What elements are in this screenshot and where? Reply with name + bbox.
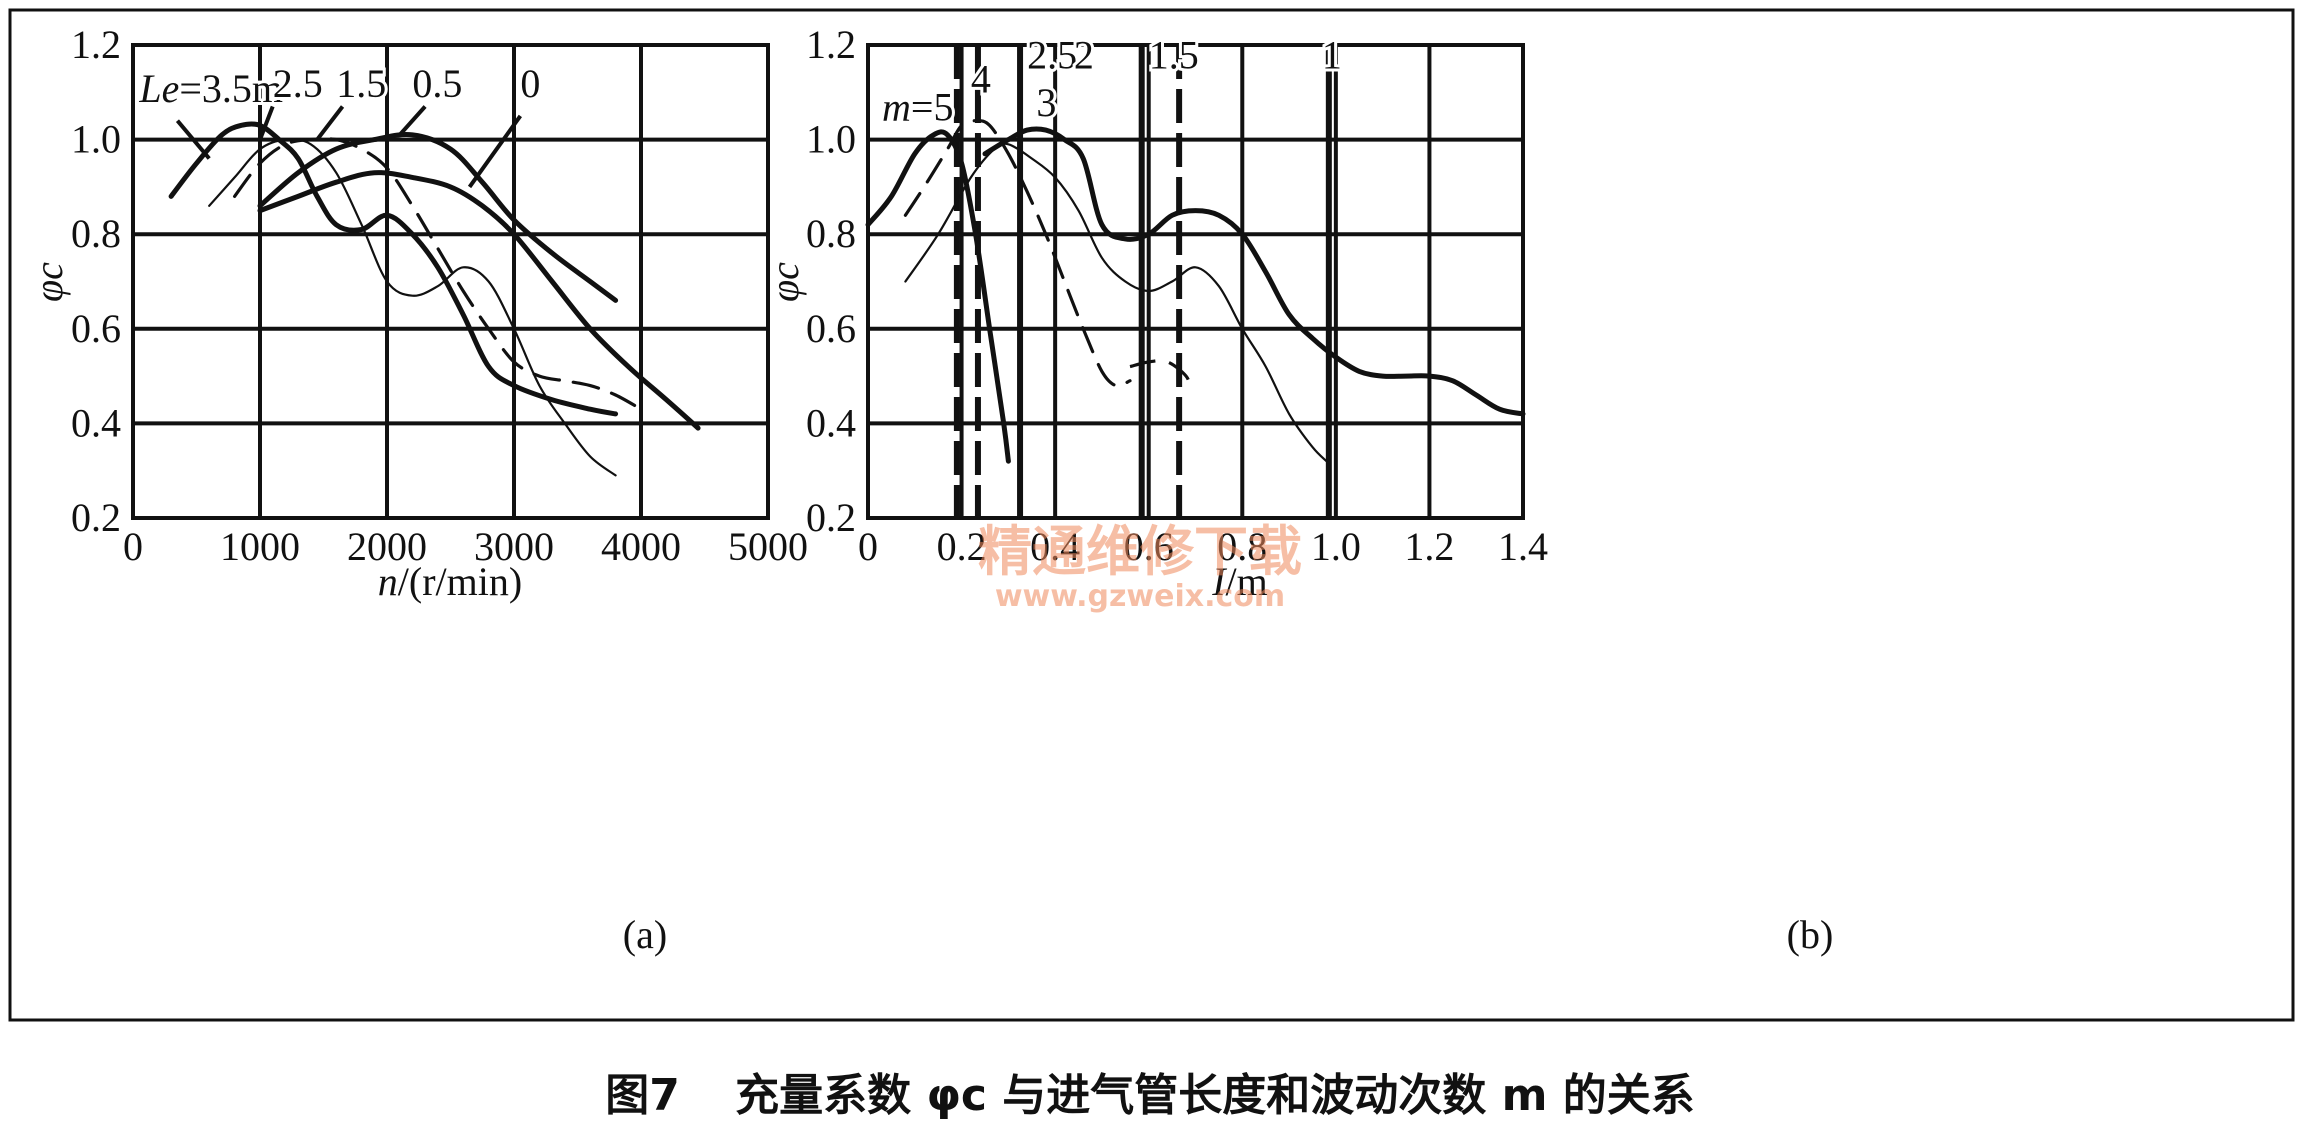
- plot-area-frame: [866, 43, 1525, 520]
- curve-label-var: Le: [138, 66, 179, 111]
- leader-line-4: [467, 114, 522, 189]
- x-tick-label: 2000: [347, 524, 427, 569]
- curve-label-5: 1.5: [1149, 33, 1199, 78]
- y-tick-label: 1.0: [71, 117, 121, 162]
- series-line-0: [865, 129, 1011, 464]
- curve-label-0: m=5: [882, 85, 953, 130]
- y-tick-label: 1.0: [806, 117, 856, 162]
- chart-panel-b: 0 0.2 0.4 0.6 0.8 1.0 1.2 1.40.20.40.60.81.01.2…: [762, 22, 1548, 604]
- caption-text: 充量系数 φc 与进气管长度和波动次数 m 的关系: [735, 1070, 1695, 1121]
- x-axis-label-unit: /(r/min): [398, 559, 522, 604]
- leader-line-1: [258, 105, 275, 141]
- series-line-0: [168, 121, 619, 417]
- series-line-3: [982, 126, 1526, 417]
- x-tick-label: 1.0: [1311, 524, 1361, 569]
- y-tick-label: 0.2: [806, 495, 856, 540]
- figure-frame: [8, 8, 2295, 1022]
- x-tick-label: 0.8: [1217, 524, 1267, 569]
- y-tick-label: 0.4: [71, 400, 121, 445]
- curve-label-var: m: [882, 85, 911, 130]
- curve-label-value: =5: [911, 85, 954, 130]
- x-tick-label: 0: [858, 524, 878, 569]
- leader-line-2: [315, 105, 345, 141]
- leader-line-0: [175, 119, 211, 160]
- caption-figure-number: 图7: [605, 1070, 680, 1121]
- figure-caption: 图7 充量系数 φc 与进气管长度和波动次数 m 的关系: [605, 1070, 1695, 1121]
- leader-line-3: [398, 105, 427, 137]
- x-tick-label: 3000: [474, 524, 554, 569]
- y-tick-label: 0.4: [806, 400, 856, 445]
- series-line-3: [257, 132, 619, 303]
- y-tick-label: 0.6: [71, 306, 121, 351]
- watermark-url: www.gzweix.com: [995, 579, 1285, 614]
- series-line-4: [257, 170, 701, 431]
- x-axis-label-var: n: [378, 559, 398, 604]
- x-tick-label: 0: [123, 524, 143, 569]
- x-tick-label: 1.4: [1498, 524, 1548, 569]
- panel-label-a: (a): [623, 912, 667, 957]
- y-tick-label: 0.8: [71, 211, 121, 256]
- x-tick-label: 0.6: [1124, 524, 1174, 569]
- x-axis-label-var: I: [1211, 559, 1227, 604]
- x-tick-label: 1.2: [1404, 524, 1454, 569]
- x-axis-label: n/(r/min): [378, 559, 522, 604]
- x-axis-label: I/m: [1211, 559, 1268, 604]
- y-tick-label: 1.2: [71, 22, 121, 67]
- curve-label-2: 1.5: [336, 61, 386, 106]
- x-axis-label-unit: /m: [1226, 559, 1268, 604]
- x-tick-label: 5000: [728, 524, 808, 569]
- y-axis-label: φc: [26, 262, 71, 302]
- x-tick-label: 0.4: [1030, 524, 1080, 569]
- series-fragment-0: [1129, 359, 1193, 391]
- series-line-2: [233, 137, 643, 411]
- y-tick-label: 1.2: [806, 22, 856, 67]
- curve-label-0: Le=3.5m: [138, 66, 283, 111]
- y-axis-label: φc: [762, 262, 807, 302]
- series-line-1: [208, 138, 617, 477]
- watermark-text: 精通维修下载: [978, 520, 1302, 583]
- curve-label-4: 2: [1074, 33, 1094, 78]
- curve-label-2: 2.5: [1027, 33, 1077, 78]
- chart-panel-a: 0 1000 2000 3000 4000 5000 0.2 0.4 0.6 0.8 1.0 1.2 n…: [26, 22, 808, 604]
- curve-label-4: 0: [520, 61, 540, 106]
- series-line-1: [903, 119, 1132, 388]
- curve-label-3: 0.5: [412, 61, 462, 106]
- y-tick-label: 0.8: [806, 211, 856, 256]
- y-tick-label: 0.2: [71, 495, 121, 540]
- curve-label-3: 3: [1036, 80, 1056, 125]
- x-tick-label: 1000: [220, 524, 300, 569]
- x-tick-label: 4000: [601, 524, 681, 569]
- plot-area-frame: [131, 43, 770, 520]
- curve-label-1: 2.5: [273, 61, 323, 106]
- x-tick-label: 0.2: [937, 524, 987, 569]
- y-tick-label: 0.6: [806, 306, 856, 351]
- curve-label-1: 4: [971, 56, 991, 101]
- panel-label-b: (b): [1787, 912, 1834, 957]
- curve-label-value: =3.5m: [179, 66, 283, 111]
- curve-label-6: 1: [1322, 33, 1342, 78]
